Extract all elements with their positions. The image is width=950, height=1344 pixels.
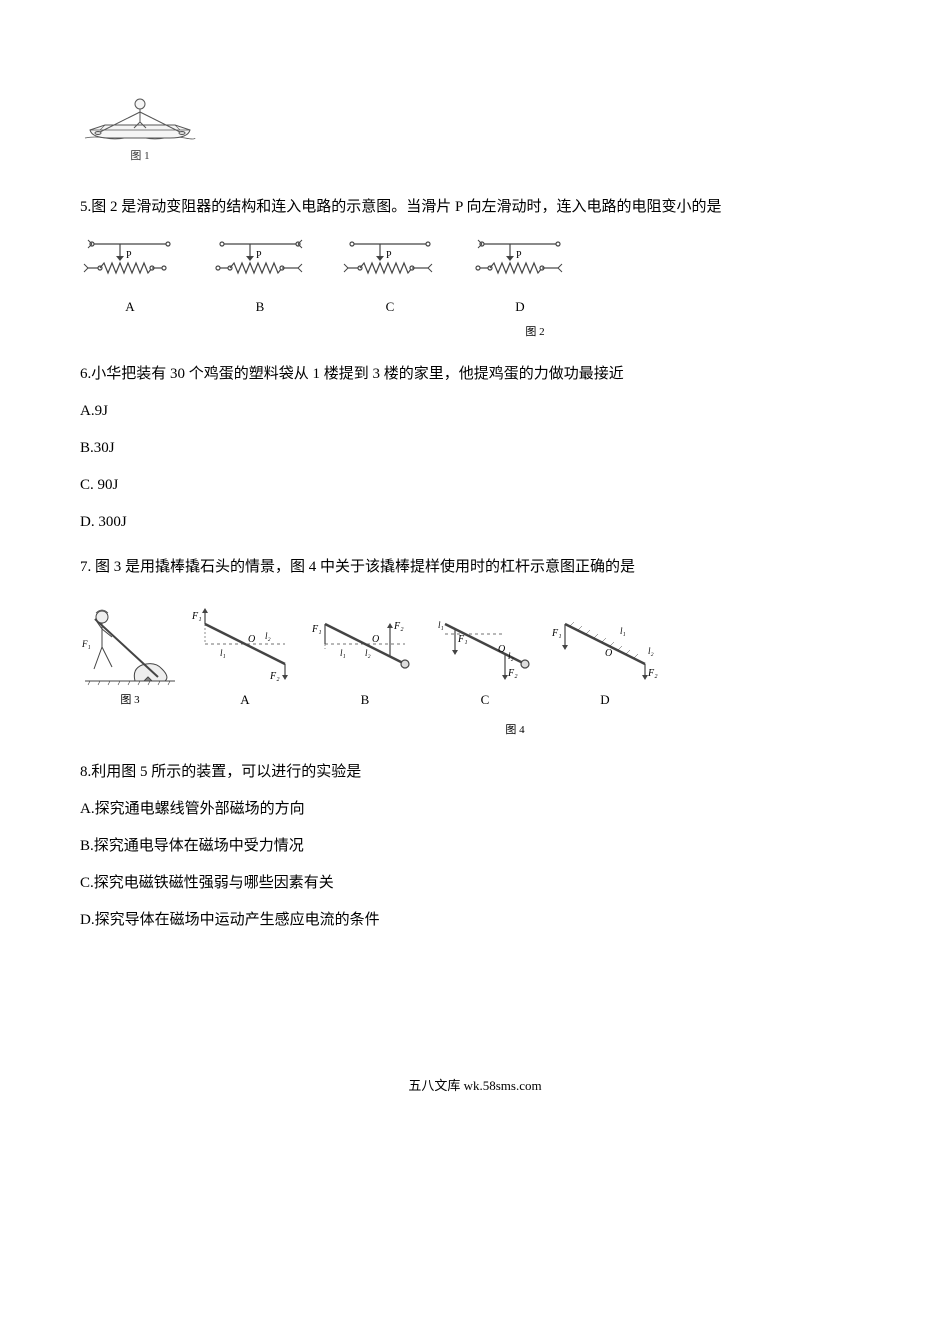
option-a-label: A	[80, 295, 180, 318]
svg-text:F₁: F₁	[81, 639, 91, 649]
question-5: 5.图 2 是滑动变阻器的结构和连入电路的示意图。当滑片 P 向左滑动时，连入电…	[80, 194, 870, 343]
rheostat-option-b: P B	[210, 236, 310, 318]
q6-option-a: A.9J	[80, 398, 870, 425]
question-8-options: A.探究通电螺线管外部磁场的方向 B.探究通电导体在磁场中受力情况 C.探究电磁…	[80, 796, 870, 934]
svg-text:l₂: l₂	[265, 631, 271, 641]
option-c-label: C	[340, 295, 440, 318]
svg-text:O: O	[372, 634, 379, 645]
lever-b-label: B	[361, 688, 370, 711]
q6-option-c: C. 90J	[80, 472, 870, 499]
figure-2-caption: 图 2	[200, 323, 870, 343]
question-8: 8.利用图 5 所示的装置，可以进行的实验是 A.探究通电螺线管外部磁场的方向 …	[80, 759, 870, 934]
svg-text:l₁: l₁	[340, 648, 346, 658]
question-8-text: 8.利用图 5 所示的装置，可以进行的实验是	[80, 759, 870, 786]
svg-text:F₂: F₂	[647, 668, 658, 679]
svg-text:O: O	[605, 648, 612, 659]
lever-option-d: O F₁ F₂ l₁ l₂ D	[550, 604, 660, 711]
svg-text:l₁: l₁	[620, 626, 626, 636]
q8-option-d: D.探究导体在磁场中运动产生感应电流的条件	[80, 907, 870, 934]
svg-text:F₂: F₂	[269, 671, 280, 682]
question-6-options: A.9J B.30J C. 90J D. 300J	[80, 398, 870, 536]
option-b-label: B	[210, 295, 310, 318]
rheostat-option-a: P A	[80, 236, 180, 318]
question-6-text: 6.小华把装有 30 个鸡蛋的塑料袋从 1 楼提到 3 楼的家里，他提鸡蛋的力做…	[80, 361, 870, 388]
figure-1: 图 1	[80, 90, 200, 167]
figure-3-caption: 图 3	[120, 691, 139, 711]
page-footer: 五八文库 wk.58sms.com	[80, 1074, 870, 1097]
option-d-label: D	[470, 295, 570, 318]
question-7: 7. 图 3 是用撬棒撬石头的情景，图 4 中关于该撬棒提样使用时的杠杆示意图正…	[80, 554, 870, 741]
svg-text:F₁: F₁	[551, 628, 562, 639]
question-5-text: 5.图 2 是滑动变阻器的结构和连入电路的示意图。当滑片 P 向左滑动时，连入电…	[80, 194, 870, 221]
svg-text:O: O	[248, 634, 255, 645]
figure-3-4-row: F₁ 图 3 O F₁ l₁	[80, 599, 870, 711]
figure-3: F₁ 图 3	[80, 599, 180, 711]
lever-option-b: O F₁ F₂ l₁ l₂ B	[310, 604, 420, 711]
svg-text:P: P	[126, 250, 132, 261]
svg-text:l₂: l₂	[508, 651, 514, 661]
lever-c-label: C	[481, 688, 490, 711]
svg-text:l₁: l₁	[438, 620, 444, 630]
svg-text:l₂: l₂	[648, 646, 654, 656]
svg-text:P: P	[386, 250, 392, 261]
svg-text:O: O	[498, 644, 505, 655]
svg-text:F₁: F₁	[191, 611, 202, 622]
q6-option-b: B.30J	[80, 435, 870, 462]
lever-a-label: A	[240, 688, 249, 711]
svg-text:F₂: F₂	[393, 621, 404, 632]
figure-1-caption: 图 1	[80, 147, 200, 167]
q8-option-b: B.探究通电导体在磁场中受力情况	[80, 833, 870, 860]
svg-text:l₁: l₁	[220, 648, 226, 658]
figure-4-caption: 图 4	[160, 721, 870, 741]
figure-1-block: 图 1	[80, 90, 870, 169]
rheostat-option-d: P D	[470, 236, 570, 318]
lever-option-a: O F₁ l₁ l₂ F₂ A	[190, 604, 300, 711]
svg-text:l₂: l₂	[365, 648, 371, 658]
svg-text:F₁: F₁	[457, 634, 468, 645]
lever-d-label: D	[600, 688, 609, 711]
svg-text:F₁: F₁	[311, 624, 322, 635]
figure-2-row: P A	[80, 236, 870, 318]
svg-text:P: P	[516, 250, 522, 261]
q8-option-c: C.探究电磁铁磁性强弱与哪些因素有关	[80, 870, 870, 897]
boat-illustration	[80, 90, 200, 145]
lever-option-c: O F₁ l₁ F₂ l₂ C	[430, 604, 540, 711]
q8-option-a: A.探究通电螺线管外部磁场的方向	[80, 796, 870, 823]
rheostat-option-c: P C	[340, 236, 440, 318]
svg-text:P: P	[256, 250, 262, 261]
svg-text:F₂: F₂	[507, 668, 518, 679]
question-7-text: 7. 图 3 是用撬棒撬石头的情景，图 4 中关于该撬棒提样使用时的杠杆示意图正…	[80, 554, 870, 581]
question-6: 6.小华把装有 30 个鸡蛋的塑料袋从 1 楼提到 3 楼的家里，他提鸡蛋的力做…	[80, 361, 870, 536]
q6-option-d: D. 300J	[80, 509, 870, 536]
